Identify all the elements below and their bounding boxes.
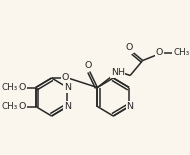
Text: N: N [127, 102, 134, 111]
Text: CH₃: CH₃ [2, 102, 18, 111]
Text: O: O [155, 48, 163, 57]
Text: CH₃: CH₃ [2, 83, 18, 92]
Text: O: O [19, 83, 26, 92]
Text: O: O [19, 102, 26, 111]
Text: O: O [126, 43, 133, 52]
Text: N: N [64, 102, 71, 111]
Text: CH₃: CH₃ [173, 48, 189, 57]
Text: O: O [61, 73, 69, 82]
Text: O: O [84, 61, 91, 70]
Text: N: N [64, 83, 71, 92]
Text: NH: NH [111, 68, 125, 77]
